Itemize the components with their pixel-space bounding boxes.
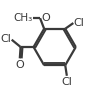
Text: Cl: Cl: [61, 77, 72, 87]
Text: O: O: [15, 60, 24, 70]
Text: CH₃: CH₃: [13, 13, 32, 23]
Text: Cl: Cl: [0, 34, 11, 44]
Text: O: O: [41, 13, 50, 23]
Text: Cl: Cl: [74, 18, 85, 28]
